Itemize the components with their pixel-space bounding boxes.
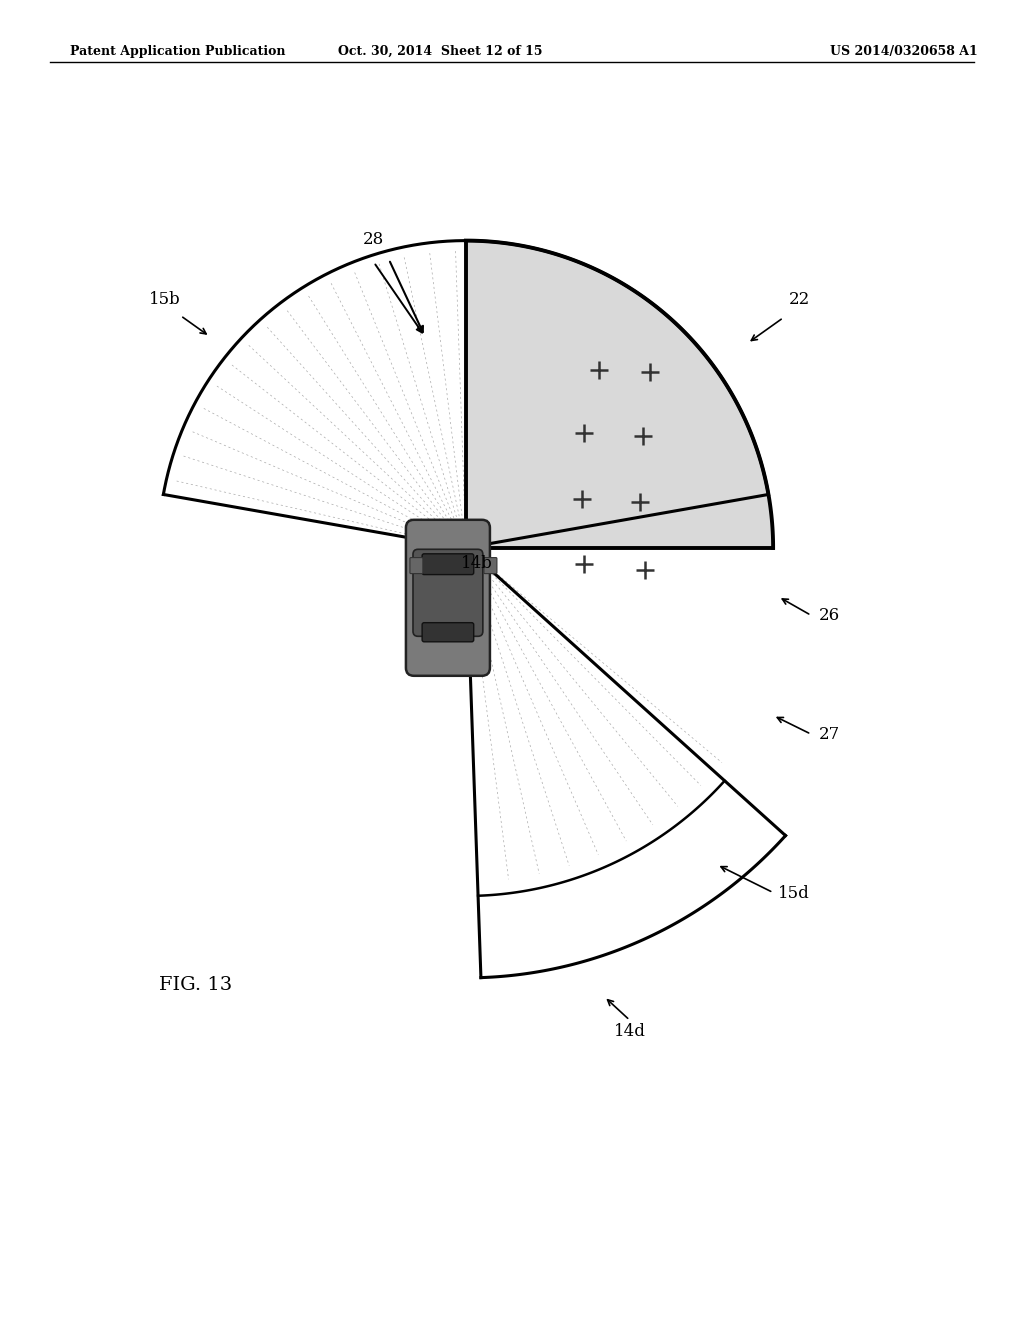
FancyBboxPatch shape <box>422 554 474 574</box>
FancyBboxPatch shape <box>406 520 489 676</box>
Polygon shape <box>466 240 773 548</box>
Text: 22: 22 <box>788 290 810 308</box>
Text: 27: 27 <box>819 726 841 743</box>
Text: 14b: 14b <box>461 554 493 572</box>
Text: 28: 28 <box>364 231 384 248</box>
Text: US 2014/0320658 A1: US 2014/0320658 A1 <box>830 45 978 58</box>
Text: 14d: 14d <box>613 1023 646 1040</box>
Text: Patent Application Publication: Patent Application Publication <box>70 45 286 58</box>
FancyBboxPatch shape <box>422 623 474 642</box>
Text: 15d: 15d <box>778 884 810 902</box>
FancyBboxPatch shape <box>410 557 423 574</box>
FancyBboxPatch shape <box>484 557 497 574</box>
Text: 15b: 15b <box>148 290 180 308</box>
FancyBboxPatch shape <box>413 549 483 636</box>
Text: 26: 26 <box>819 607 841 624</box>
Text: FIG. 13: FIG. 13 <box>159 975 232 994</box>
Text: Oct. 30, 2014  Sheet 12 of 15: Oct. 30, 2014 Sheet 12 of 15 <box>338 45 543 58</box>
